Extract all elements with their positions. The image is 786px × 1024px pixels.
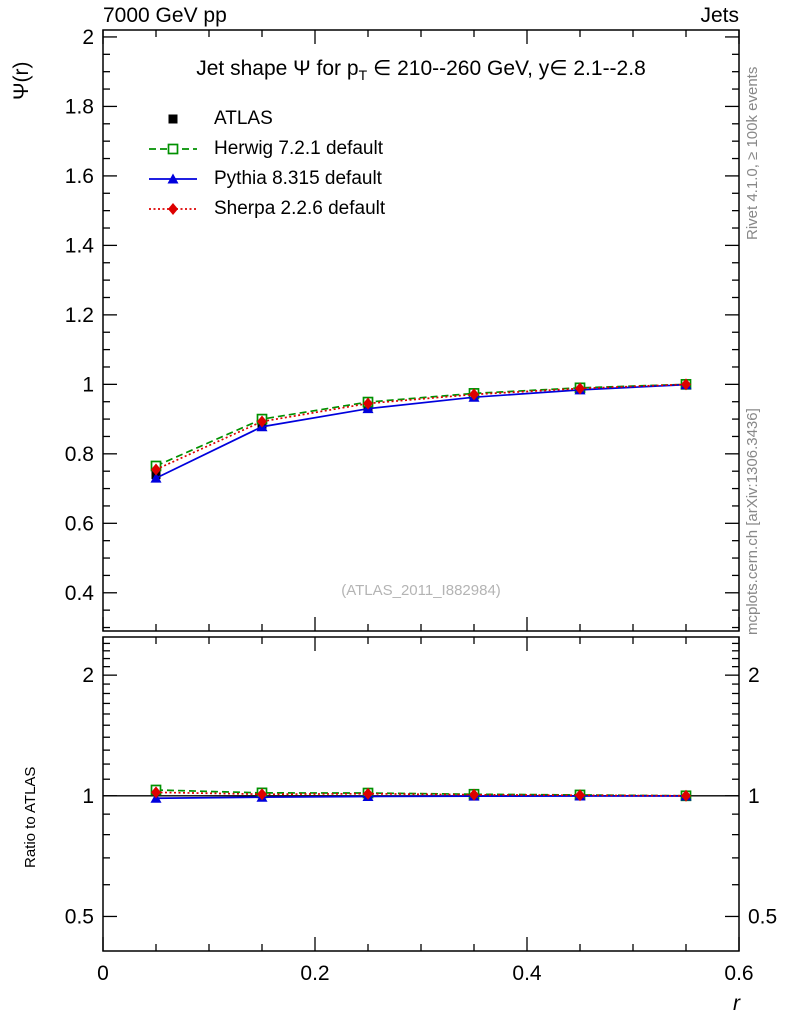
marker-square-open [167, 143, 179, 155]
legend-item-sherpa: Sherpa 2.2.6 default [146, 194, 385, 224]
marker-diamond-filled [575, 382, 585, 395]
tick-label: 1.8 [65, 95, 94, 118]
marker-diamond-filled [168, 203, 178, 215]
marker-diamond-filled [151, 786, 161, 799]
tick-label: 0.5 [748, 905, 777, 928]
y-axis-label-ratio: Ratio to ATLAS [22, 766, 39, 868]
tick-label: 0.6 [724, 962, 753, 985]
legend-label-pythia: Pythia 8.315 default [214, 168, 382, 189]
marker-diamond-filled [681, 378, 691, 391]
analysis-id-watermark: (ATLAS_2011_I882984) [341, 582, 501, 599]
plot-title-sub: T [358, 67, 368, 84]
legend-label-sherpa: Sherpa 2.2.6 default [214, 198, 386, 219]
tick-label: 2 [82, 26, 94, 49]
beam-energy-label: 7000 GeV pp [103, 4, 227, 27]
marker-triangle-filled [150, 472, 162, 483]
series-line [155, 383, 687, 479]
mcplots-attribution-note: mcplots.cern.ch [arXiv:1306.3436] [744, 408, 761, 635]
tick-label: 0.4 [512, 962, 542, 985]
legend: ATLAS Herwig 7.2.1 default Pythia 8.315 … [146, 104, 385, 224]
tick-label: 1.2 [65, 304, 94, 327]
tick-label: 2 [82, 664, 94, 687]
x-axis-label: r [733, 992, 740, 1015]
plot-title-pre: Jet shape Ψ for p [196, 57, 359, 80]
marker-diamond-filled [257, 415, 267, 428]
legend-label-herwig: Herwig 7.2.1 default [214, 138, 383, 159]
tick-label: 1 [82, 373, 94, 396]
marker-diamond-filled [151, 463, 161, 476]
marker-diamond-filled [363, 397, 373, 410]
marker-diamond-filled [681, 789, 691, 802]
tick-label: 0.2 [300, 962, 329, 985]
plot-title-post: ∈ 210--260 GeV, y∈ 2.1--2.8 [367, 57, 646, 80]
marker-diamond-filled [363, 787, 373, 800]
marker-square-filled [168, 114, 178, 124]
tick-label: 1 [82, 785, 94, 808]
legend-item-pythia: Pythia 8.315 default [146, 164, 385, 194]
y-axis-label-main: Ψ(r) [10, 61, 33, 100]
analysis-group-label: Jets [700, 4, 739, 27]
legend-item-herwig: Herwig 7.2.1 default [146, 134, 385, 164]
rivet-version-note: Rivet 4.1.0, ≥ 100k events [744, 66, 761, 240]
tick-label: 0.6 [65, 512, 94, 535]
marker-diamond-filled [257, 788, 267, 801]
tick-label: 1 [748, 785, 760, 808]
legend-marker-pythia [149, 173, 197, 184]
marker-diamond-filled [469, 388, 479, 401]
tick-label: 0 [97, 962, 109, 985]
legend-item-atlas: ATLAS [146, 104, 385, 134]
legend-marker-sherpa [149, 203, 197, 215]
tick-label: 0.5 [65, 905, 94, 928]
legend-marker-herwig [149, 143, 197, 155]
series-line [155, 383, 687, 467]
tick-label: 2 [748, 664, 760, 687]
tick-label: 1.6 [65, 165, 94, 188]
tick-label: 0.8 [65, 443, 94, 466]
marker-triangle-filled [167, 173, 179, 184]
tick-label: 1.4 [65, 234, 95, 257]
legend-marker-atlas [168, 114, 178, 124]
marker-diamond-filled [575, 789, 585, 802]
plot-title: Jet shape Ψ for pT ∈ 210--260 GeV, y∈ 2.… [103, 56, 739, 83]
marker-diamond-filled [469, 788, 479, 801]
series-line [155, 791, 687, 797]
tick-label: 0.4 [65, 582, 95, 605]
legend-label-atlas: ATLAS [214, 108, 273, 129]
